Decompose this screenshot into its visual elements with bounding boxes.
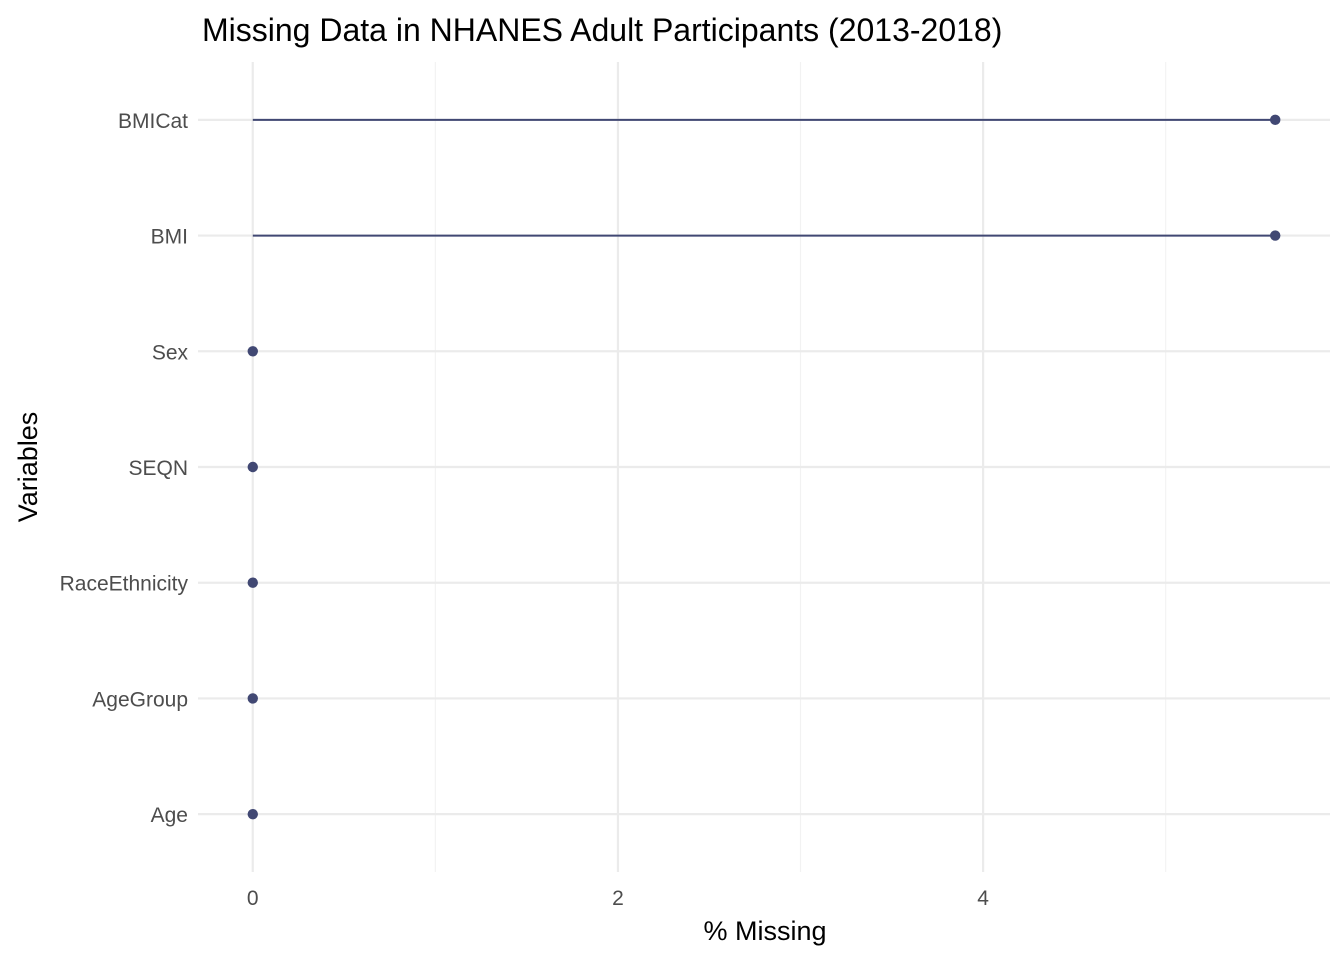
y-tick-label-age: Age — [151, 804, 188, 827]
point-sex — [247, 346, 258, 357]
y-tick-label-agegroup: AgeGroup — [92, 688, 188, 711]
point-agegroup — [247, 693, 258, 704]
y-tick-label-bmi: BMI — [151, 226, 188, 249]
x-axis-title: % Missing — [703, 916, 826, 946]
chart-title: Missing Data in NHANES Adult Participant… — [202, 12, 1002, 48]
x-tick-label-1: 2 — [612, 887, 624, 910]
point-seqn — [247, 461, 258, 473]
x-tick-label-2: 4 — [977, 887, 989, 910]
y-tick-label-raceethnicity: RaceEthnicity — [60, 573, 189, 596]
x-tick-label-0: 0 — [247, 887, 259, 910]
y-tick-label-sex: Sex — [152, 341, 189, 364]
point-raceethnicity — [247, 577, 258, 588]
point-bmicat — [1270, 114, 1281, 126]
point-age — [247, 808, 258, 820]
lollipop-marks — [247, 114, 1281, 820]
x-tick-labels: 0 2 4 — [247, 887, 989, 910]
y-axis-title: Variables — [13, 412, 43, 523]
grid-layer — [198, 62, 1330, 872]
point-bmi — [1270, 230, 1281, 241]
y-tick-labels: BMICat BMI Sex SEQN RaceEthnicity AgeGroup Age — [60, 110, 189, 827]
y-tick-label-seqn: SEQN — [128, 457, 188, 480]
y-tick-label-bmicat: BMICat — [118, 110, 188, 133]
